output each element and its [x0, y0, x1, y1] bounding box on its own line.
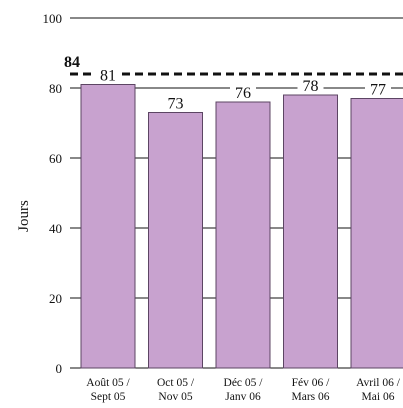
x-tick-label: Oct 05 /	[157, 377, 195, 389]
y-tick-label: 80	[49, 81, 62, 96]
x-tick-label: Janv 06	[225, 391, 261, 403]
x-tick-label: Mai 06	[362, 391, 395, 403]
x-tick-label: Nov 05	[158, 391, 192, 403]
reference-label: 84	[64, 54, 80, 71]
y-tick-label: 60	[49, 151, 62, 166]
data-label-backing	[365, 80, 391, 97]
labels-layer: 0 20 40 60 80 100 81 Août 05 / Sept 05 73 Oct 05 /…	[43, 11, 401, 403]
bar	[80, 84, 136, 369]
data-label: 78	[303, 78, 319, 95]
y-tick-label: 0	[56, 361, 63, 376]
y-tick-label: 40	[49, 221, 62, 236]
data-label-backing	[297, 77, 324, 93]
x-tick-label: Avril 06 /	[356, 377, 401, 389]
x-tick-label: Mars 06	[291, 391, 329, 403]
bar	[148, 112, 203, 369]
bar	[215, 101, 271, 369]
reference-layer: 84	[64, 54, 403, 76]
data-label: 76	[235, 85, 251, 102]
y-tick-label: 100	[43, 11, 63, 26]
data-label: 77	[370, 82, 386, 99]
y-tick-label: 20	[49, 291, 62, 306]
x-tick-label: Fév 06 /	[292, 377, 331, 389]
x-tick-label: Sept 05	[91, 391, 126, 403]
data-label: 81	[100, 68, 116, 85]
data-label-backing	[95, 66, 121, 83]
y-axis-title: Jours	[16, 200, 32, 232]
x-tick-label: Déc 05 /	[224, 377, 264, 389]
bar	[283, 94, 338, 369]
x-tick-label: Août 05 /	[86, 377, 130, 389]
bar	[350, 98, 403, 369]
bars-layer	[80, 84, 403, 369]
data-label: 73	[168, 96, 184, 113]
data-label-backing	[230, 84, 256, 100]
data-label-backing	[162, 94, 189, 111]
